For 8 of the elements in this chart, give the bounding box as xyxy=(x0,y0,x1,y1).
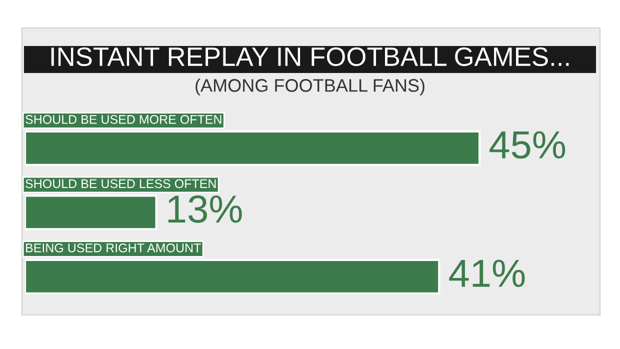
y-tick-label: BEING USED RIGHT AMOUNT xyxy=(26,244,201,252)
y-tick-label: SHOULD BE USED LESS OFTEN xyxy=(26,179,216,188)
data-label: 45% xyxy=(490,131,566,159)
data-label: 13% xyxy=(168,195,242,223)
text: INSTANT REPLAY IN FOOTBALL GAMES... xyxy=(51,47,569,66)
data-label: 41% xyxy=(449,260,525,287)
y-tick-label: SHOULD BE USED MORE OFTEN xyxy=(26,115,222,124)
text: (AMONG FOOTBALL FANS) xyxy=(196,78,424,96)
